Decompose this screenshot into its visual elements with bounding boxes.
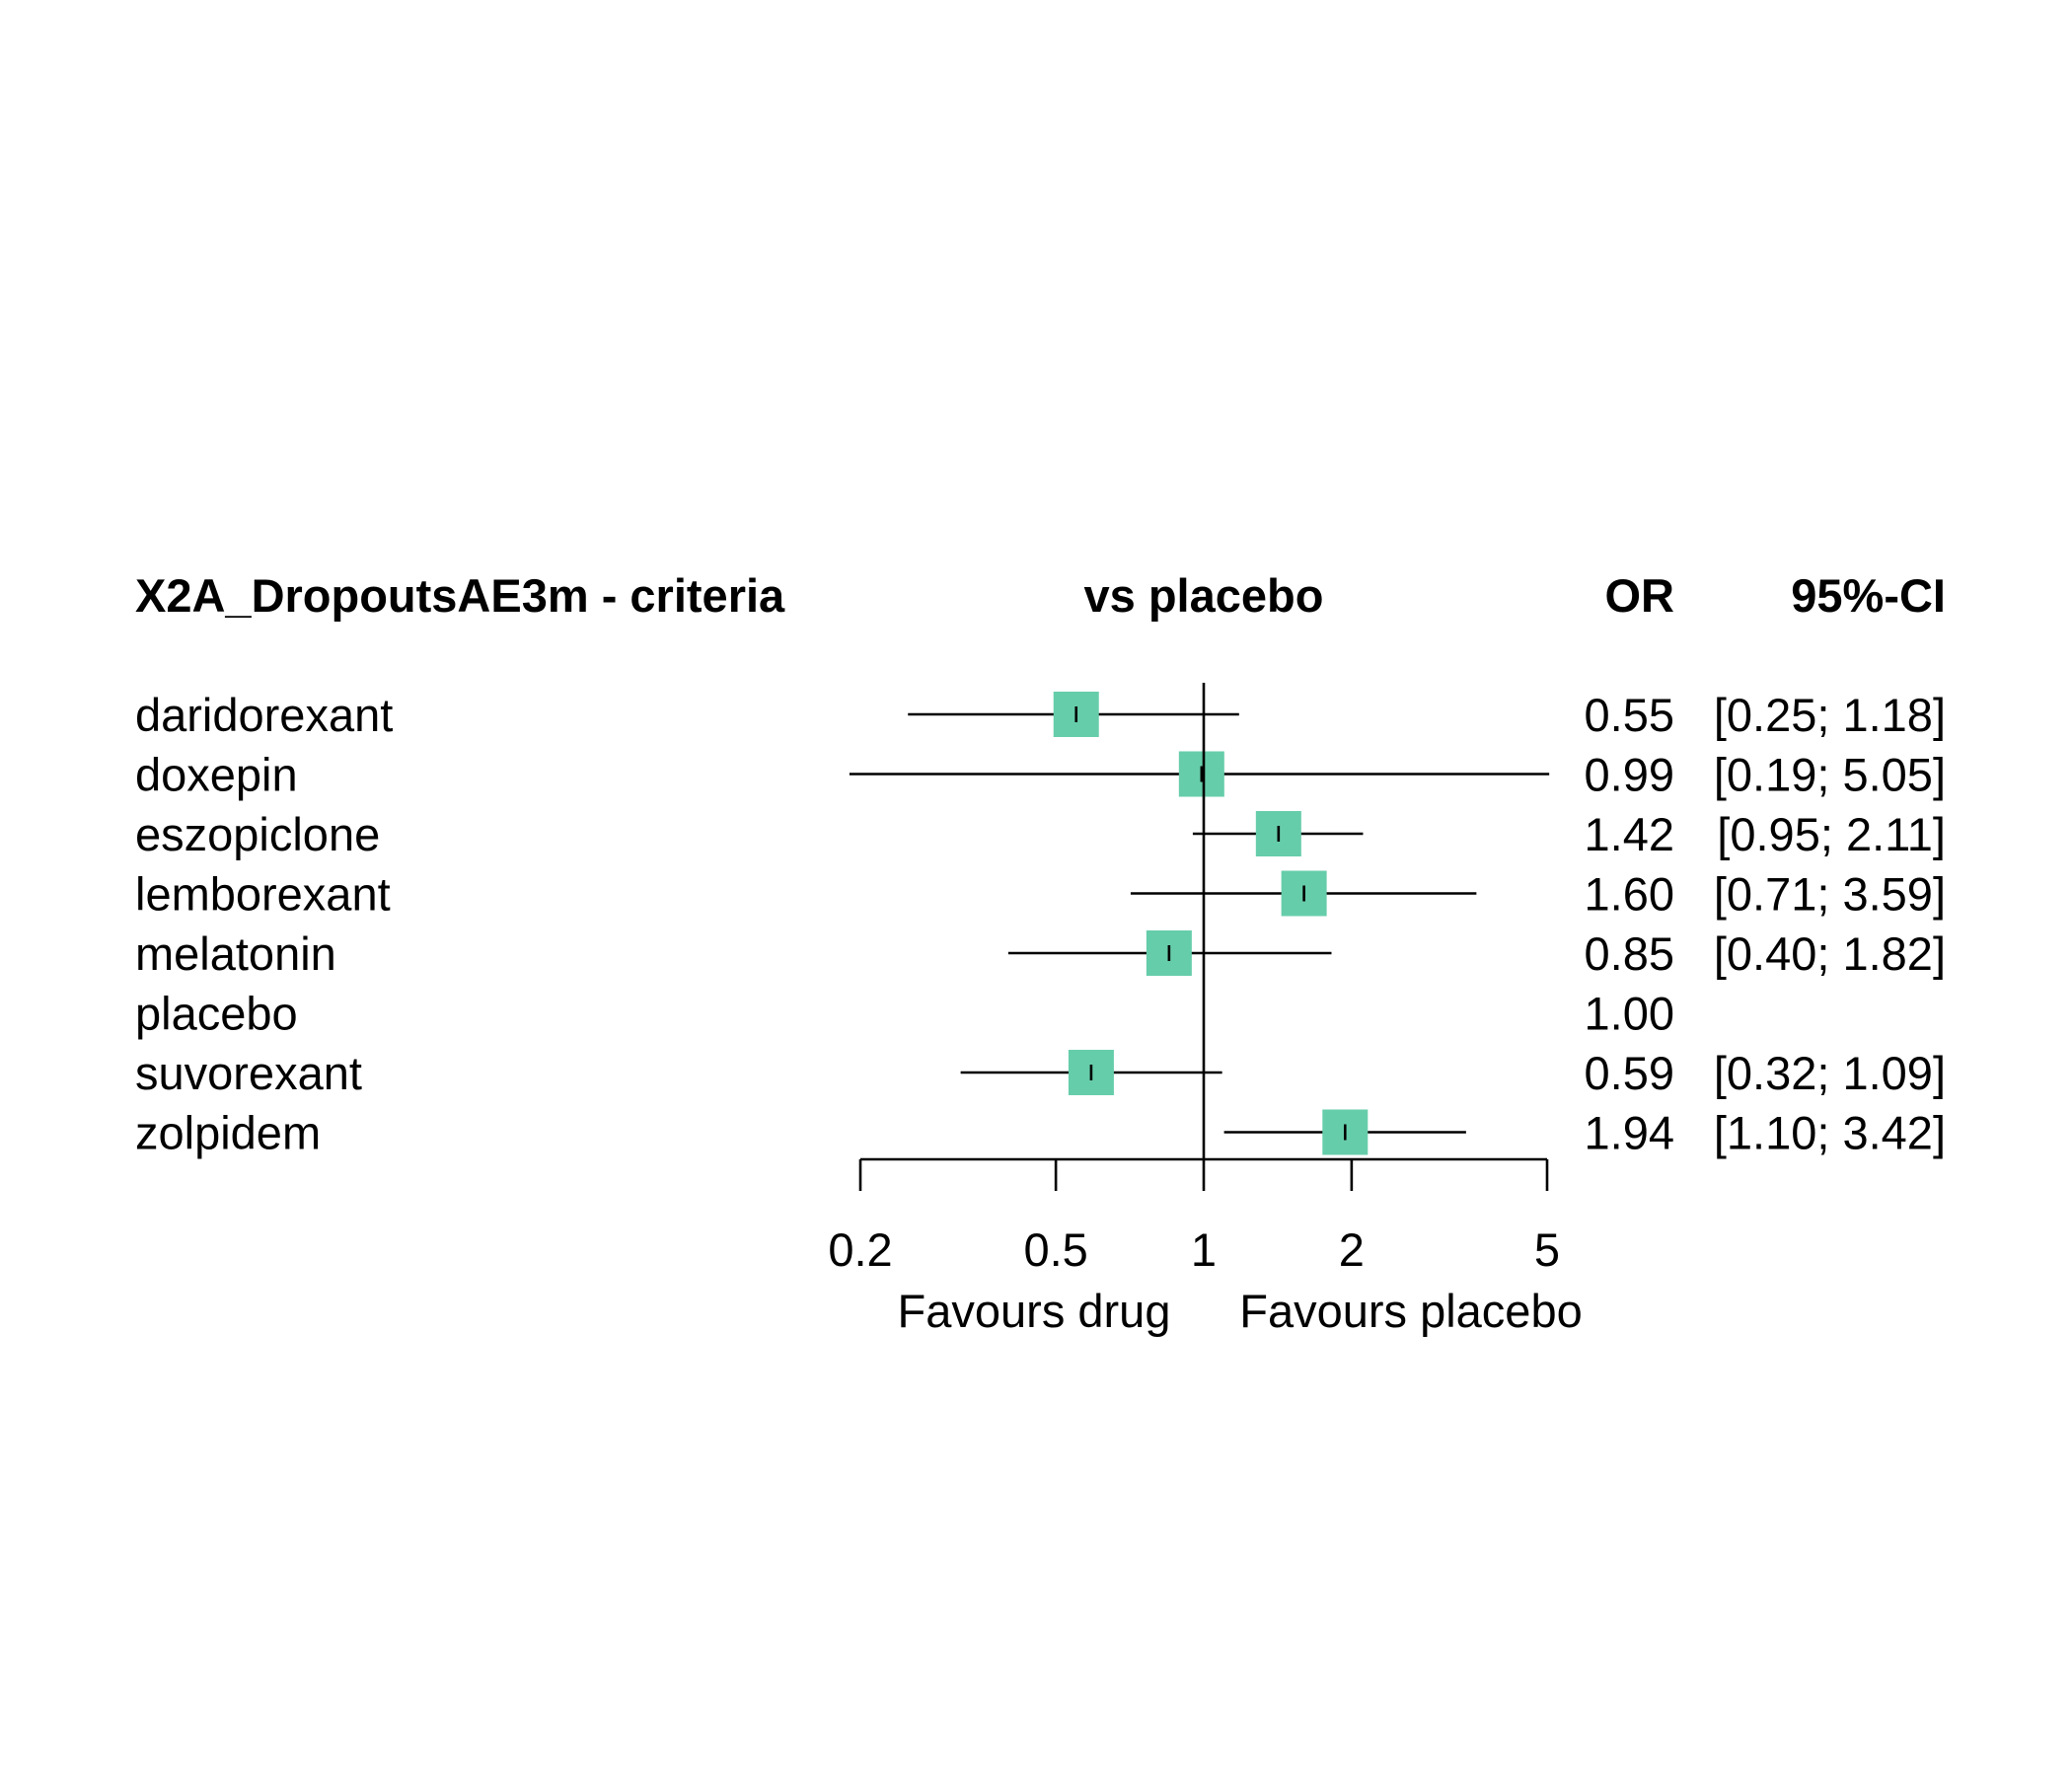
row-ci-value: [0.71; 3.59] bbox=[1714, 868, 1946, 921]
estimate-header: OR bbox=[1605, 569, 1675, 622]
x-label-left: Favours drug bbox=[898, 1285, 1171, 1337]
x-tick-label: 0.2 bbox=[828, 1223, 892, 1276]
row-or-value: 1.94 bbox=[1585, 1107, 1674, 1159]
row-ci-value: [0.95; 2.11] bbox=[1717, 808, 1946, 860]
row-or-value: 1.00 bbox=[1585, 988, 1674, 1040]
row-ci-value: [0.32; 1.09] bbox=[1714, 1047, 1946, 1099]
ci-header: 95%-CI bbox=[1791, 569, 1946, 622]
row-or-value: 1.60 bbox=[1585, 868, 1674, 921]
study-row-eszopiclone: eszopiclone 1.42 [0.95; 2.11] bbox=[135, 808, 1946, 860]
header-row: X2A_DropoutsAE3m - criteria vs placebo O… bbox=[135, 569, 1946, 622]
comparison-header: vs placebo bbox=[1084, 569, 1324, 622]
row-ci-value: [0.19; 5.05] bbox=[1714, 749, 1946, 801]
x-axis: 0.2 0.5 1 2 5 bbox=[828, 1157, 1560, 1276]
study-rows: daridorexant 0.55 [0.25; 1.18] doxepin 0.99 [… bbox=[135, 689, 1946, 1159]
x-axis-labels: Favours drug Favours placebo bbox=[898, 1285, 1583, 1337]
row-label: zolpidem bbox=[135, 1107, 321, 1159]
x-tick-label: 0.5 bbox=[1023, 1223, 1087, 1276]
study-row-zolpidem: zolpidem 1.94 [1.10; 3.42] bbox=[135, 1107, 1946, 1159]
row-label: eszopiclone bbox=[135, 808, 380, 860]
row-label: daridorexant bbox=[135, 689, 393, 741]
row-or-value: 0.55 bbox=[1585, 689, 1674, 741]
row-label: melatonin bbox=[135, 927, 336, 980]
plot-title: X2A_DropoutsAE3m - criteria bbox=[135, 569, 785, 622]
row-or-value: 1.42 bbox=[1585, 808, 1674, 860]
x-tick-label: 5 bbox=[1534, 1223, 1560, 1276]
study-row-melatonin: melatonin 0.85 [0.40; 1.82] bbox=[135, 927, 1946, 980]
row-label: doxepin bbox=[135, 749, 298, 801]
study-row-lemborexant: lemborexant 1.60 [0.71; 3.59] bbox=[135, 868, 1946, 921]
row-label: suvorexant bbox=[135, 1047, 362, 1099]
row-or-value: 0.85 bbox=[1585, 927, 1674, 980]
study-row-placebo: placebo 1.00 bbox=[135, 988, 1674, 1040]
row-label: placebo bbox=[135, 988, 298, 1040]
row-or-value: 0.99 bbox=[1585, 749, 1674, 801]
row-ci-value: [0.25; 1.18] bbox=[1714, 689, 1946, 741]
study-row-suvorexant: suvorexant 0.59 [0.32; 1.09] bbox=[135, 1047, 1946, 1099]
row-or-value: 0.59 bbox=[1585, 1047, 1674, 1099]
x-tick-label: 2 bbox=[1339, 1223, 1365, 1276]
row-label: lemborexant bbox=[135, 868, 391, 921]
row-ci-value: [1.10; 3.42] bbox=[1714, 1107, 1946, 1159]
study-row-doxepin: doxepin 0.99 [0.19; 5.05] bbox=[135, 749, 1946, 801]
study-row-daridorexant: daridorexant 0.55 [0.25; 1.18] bbox=[135, 689, 1946, 741]
row-ci-value: [0.40; 1.82] bbox=[1714, 927, 1946, 980]
x-tick-label: 1 bbox=[1191, 1223, 1217, 1276]
x-label-right: Favours placebo bbox=[1239, 1285, 1582, 1337]
